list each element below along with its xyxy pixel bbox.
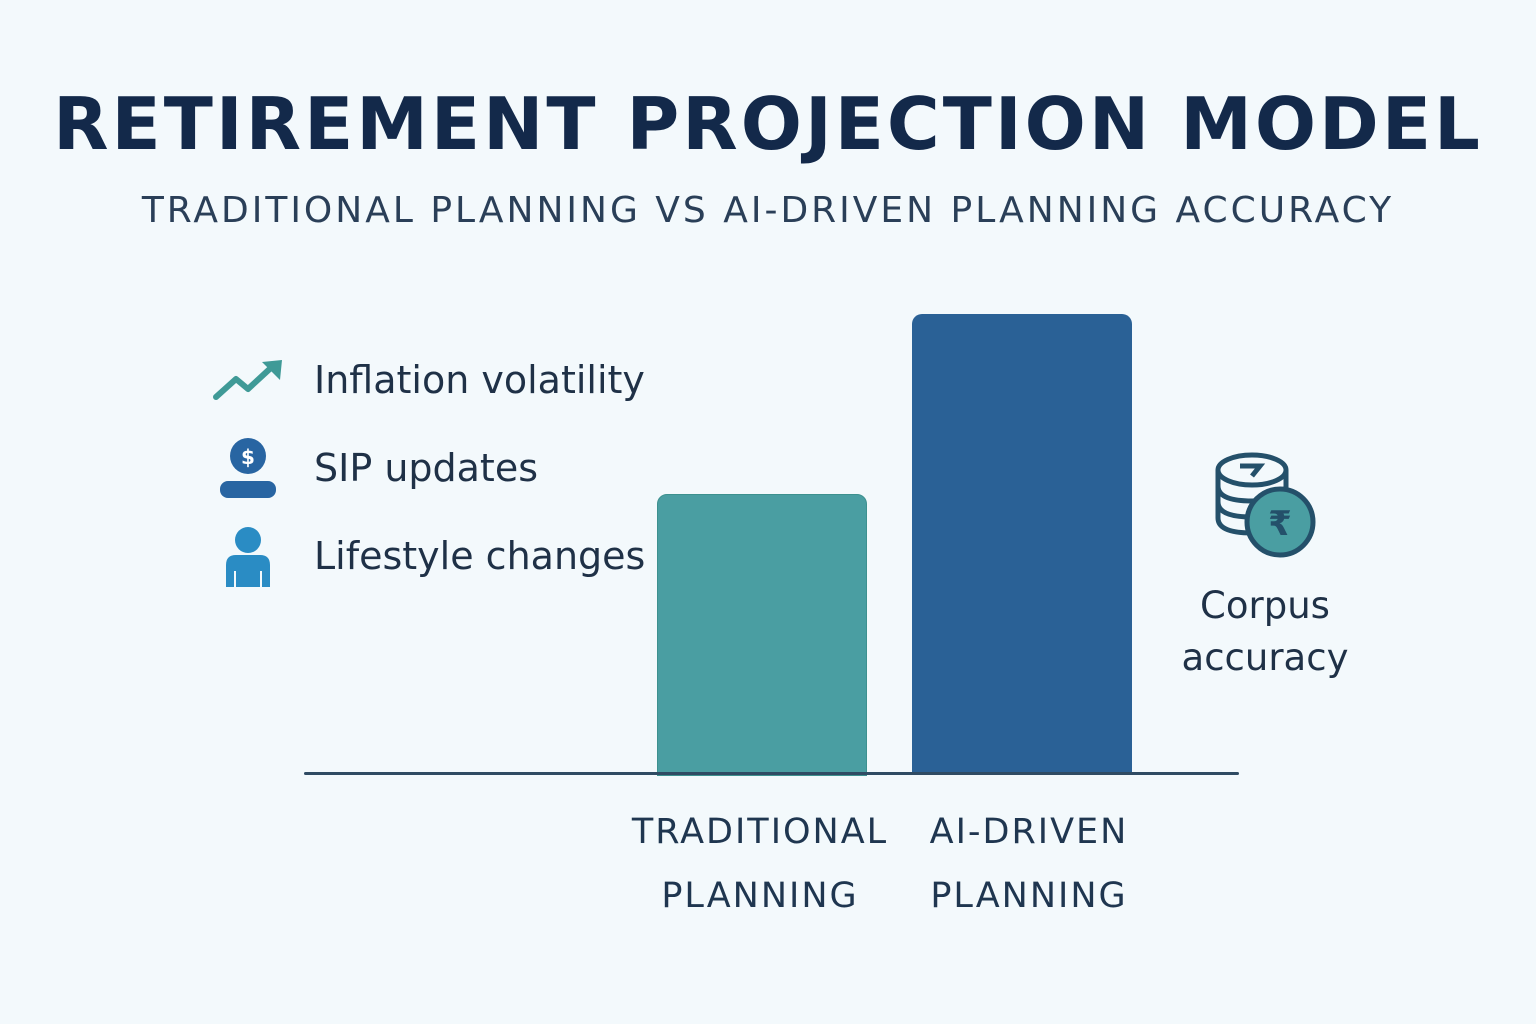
person-icon bbox=[212, 526, 284, 587]
bar-traditional bbox=[657, 494, 867, 776]
svg-text:$: $ bbox=[241, 445, 255, 469]
factor-sip: $ SIP updates bbox=[212, 438, 538, 498]
bar-ai-driven bbox=[912, 314, 1132, 774]
bar-label-ai-driven: AI-DRIVEN PLANNING bbox=[929, 812, 1129, 916]
trending-up-icon bbox=[212, 350, 284, 410]
svg-text:₹: ₹ bbox=[1268, 504, 1292, 544]
factor-lifestyle: Lifestyle changes bbox=[212, 526, 646, 587]
corpus-label: Corpus accuracy bbox=[1181, 584, 1349, 679]
corpus-accuracy-callout: ₹ Corpus accuracy bbox=[1170, 448, 1360, 684]
rupee-coins-icon: ₹ bbox=[1170, 448, 1360, 560]
factor-label: Inflation volatility bbox=[314, 358, 645, 402]
factor-label: SIP updates bbox=[314, 446, 539, 490]
factor-label: Lifestyle changes bbox=[314, 534, 646, 578]
bar-label-traditional: TRADITIONAL PLANNING bbox=[631, 812, 889, 916]
page-subtitle: TRADITIONAL PLANNING VS AI-DRIVEN PLANNI… bbox=[141, 190, 1395, 231]
factor-inflation: Inflation volatility bbox=[212, 350, 645, 410]
page-title: RETIREMENT PROJECTION MODEL bbox=[53, 82, 1483, 166]
person-dollar-icon: $ bbox=[212, 438, 284, 498]
x-axis bbox=[304, 772, 1239, 775]
